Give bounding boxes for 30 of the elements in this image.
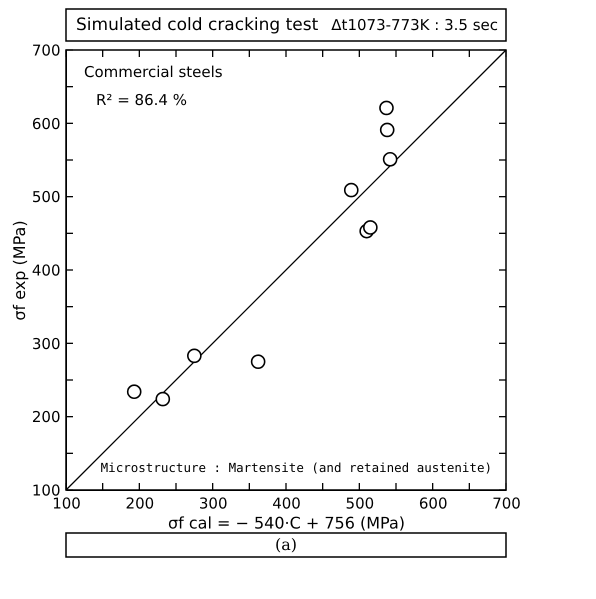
annotation: Microstructure : Martensite (and retained austenite): [100, 460, 492, 475]
x-axis-title: σf cal = − 540·C + 756 (MPa): [168, 514, 405, 532]
x-tick-label: 100: [52, 494, 81, 512]
annotation: R² = 86.4 %: [96, 91, 187, 109]
y-tick-label: 200: [32, 408, 60, 426]
y-tick-label: 700: [32, 42, 60, 60]
y-tick-label: 400: [32, 262, 60, 280]
point: [126, 384, 142, 400]
point: [250, 354, 266, 369]
point: [344, 182, 359, 198]
point: [380, 122, 395, 138]
annotation: Commercial steels: [84, 63, 223, 81]
point: [363, 220, 378, 235]
x-tick-label: 500: [346, 494, 374, 512]
x-tick-label: 600: [418, 494, 448, 512]
chart-subtitle: Δt1073-773K : 3.5 sec: [331, 16, 498, 34]
y-tick-label: 500: [32, 188, 60, 206]
y-axis-title: σf exp (MPa): [10, 220, 29, 321]
y-tick-label: 300: [32, 334, 60, 353]
point: [382, 152, 398, 167]
x-tick-label: 400: [272, 494, 301, 512]
x-tick-label: 200: [126, 494, 154, 512]
text: (a): [274, 535, 298, 554]
point: [379, 100, 394, 116]
chart-title: Simulated cold cracking test: [76, 15, 319, 35]
x-tick-label: 300: [198, 494, 228, 512]
y-tick-label: 600: [32, 114, 60, 133]
x-tick-label: 700: [492, 494, 521, 512]
point: [155, 392, 170, 406]
point: [187, 348, 202, 364]
